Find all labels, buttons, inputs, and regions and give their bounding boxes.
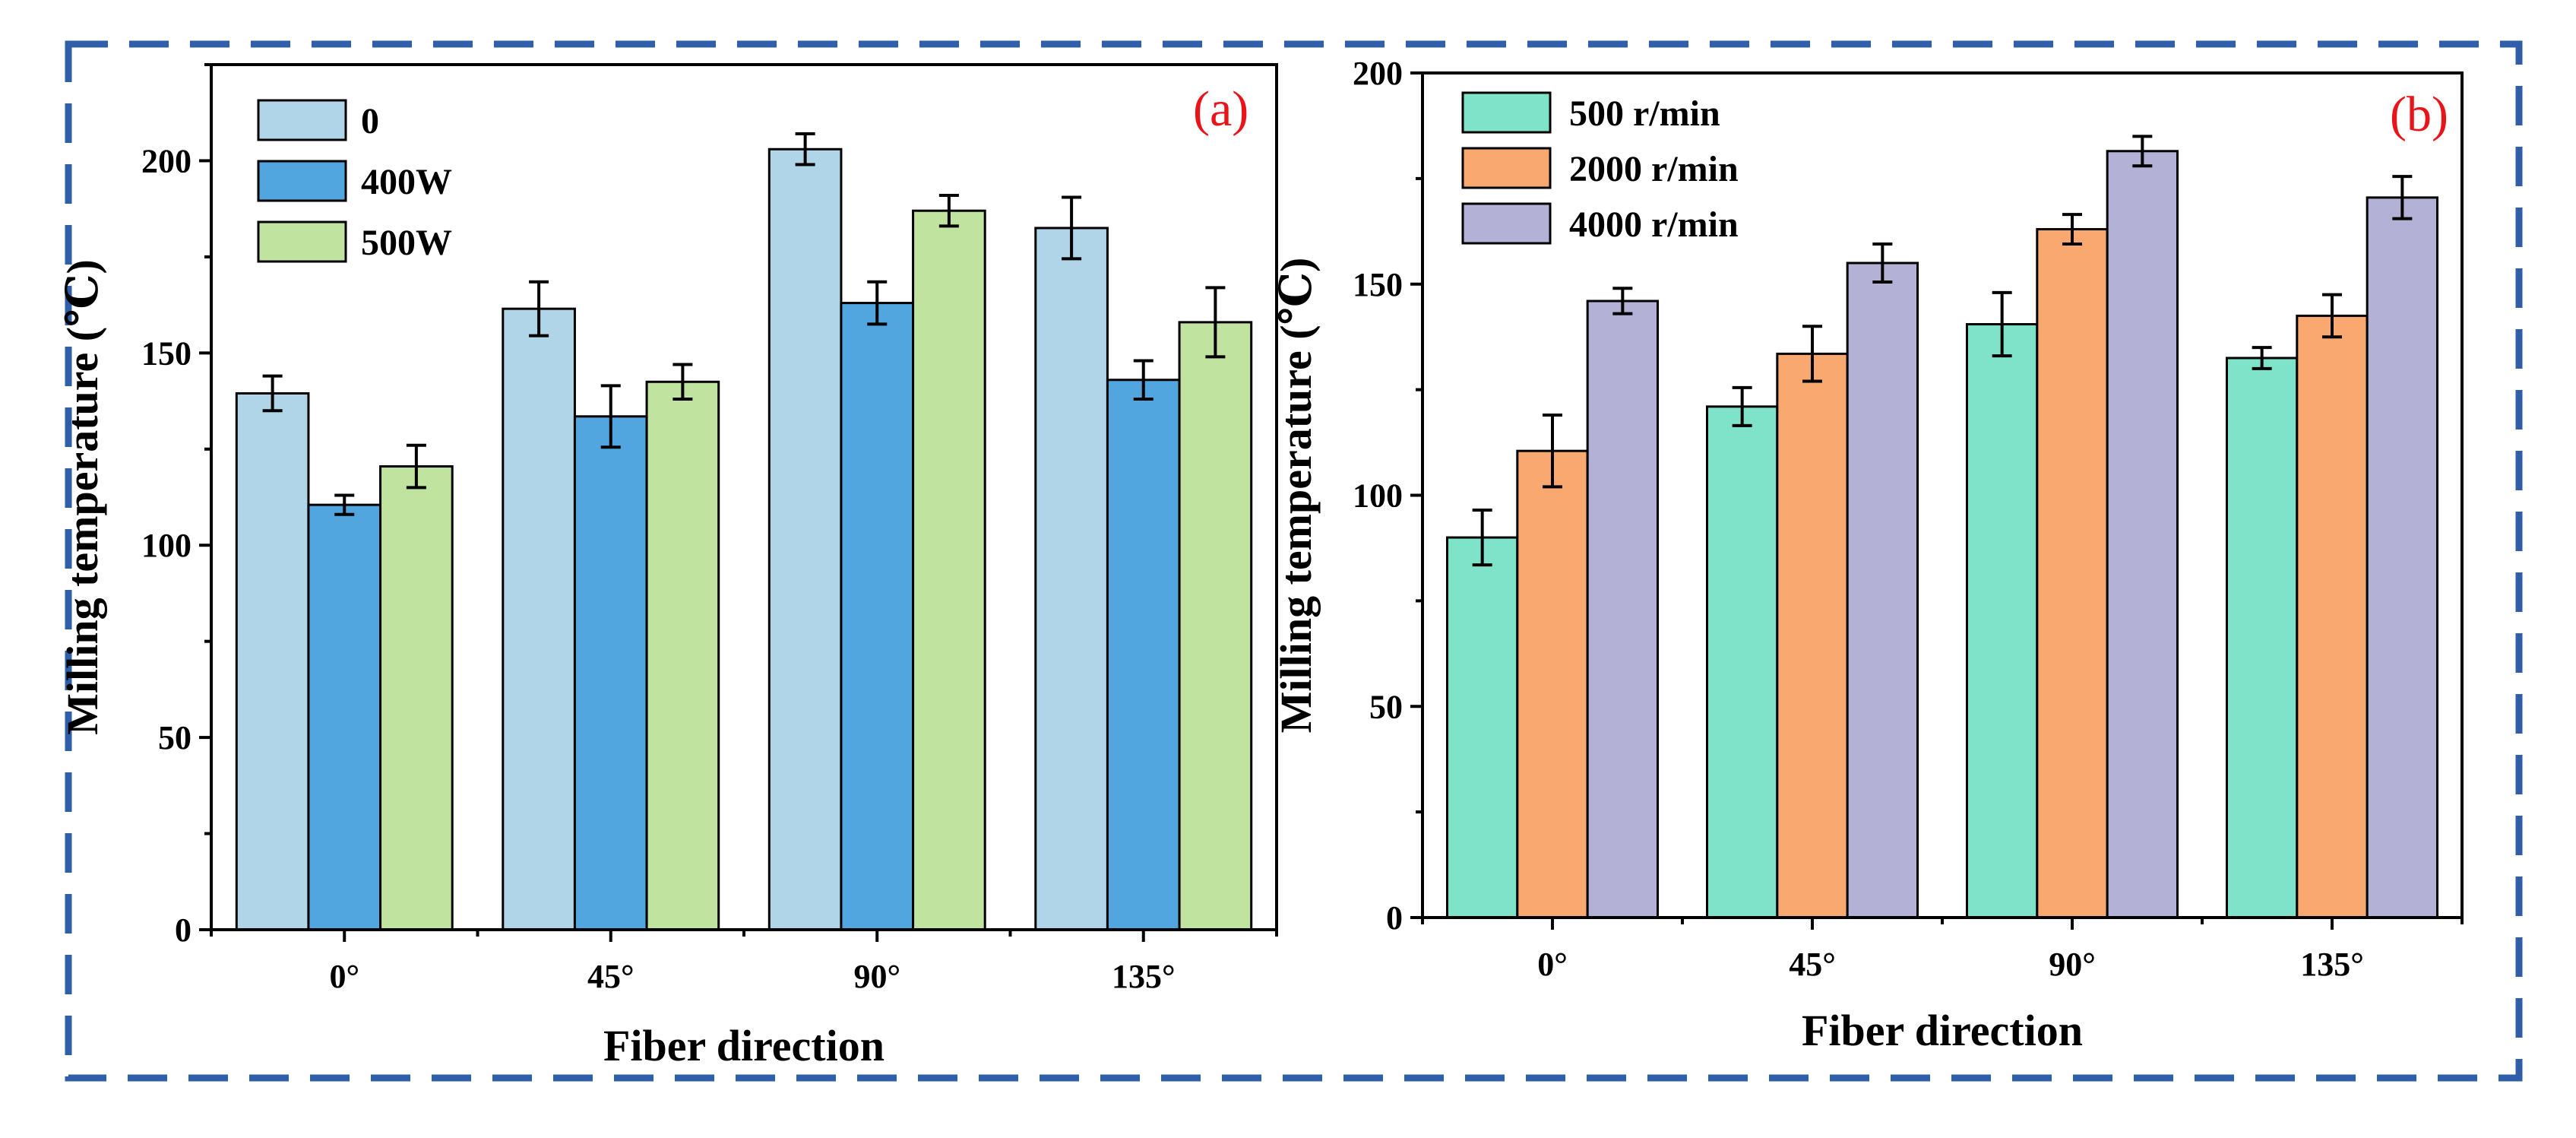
panel-a-legend-swatch — [257, 220, 347, 263]
panel-a-y-axis-title: Milling temperature (℃) — [58, 259, 107, 735]
panel-a-error-bar — [1205, 286, 1226, 359]
panel-a-legend-label: 500W — [361, 223, 452, 263]
panel-a-bar — [235, 391, 310, 931]
panel-b-legend: 500 r/min 2000 r/min 4000 r/min — [1461, 91, 1739, 245]
panel-b-bar — [2296, 314, 2369, 919]
panel-a-bar — [840, 302, 915, 931]
panel-a-label: (a) — [1193, 81, 1248, 137]
panel-b-label: (b) — [2390, 87, 2448, 142]
panel-b-x-tick-label: 0° — [1537, 946, 1568, 983]
panel-b-y-tick-label: 0 — [1386, 899, 1403, 937]
panel-a-error-bar — [1133, 359, 1154, 401]
panel-b-error-bar — [2132, 135, 2153, 168]
panel-b-legend-label: 500 r/min — [1569, 94, 1720, 134]
panel-a-bar — [912, 209, 986, 931]
panel-a-x-tick-label: 135° — [1112, 958, 1176, 995]
panel-b-error-bar — [1612, 287, 1633, 315]
panel-b-y-tick-label: 200 — [1353, 55, 1403, 92]
panel-a-legend-label: 400W — [361, 162, 452, 202]
panel-a-bar — [1106, 379, 1181, 931]
panel-a-error-bar — [529, 280, 549, 338]
panel-a-error-bar — [672, 363, 693, 401]
panel-a-legend-swatch — [257, 160, 347, 202]
panel-a-y-tick-label: 100 — [141, 527, 191, 564]
panel-a-error-bar — [938, 193, 959, 228]
panel-a-error-bar — [1062, 195, 1082, 261]
panel-b-bar — [1776, 352, 1849, 919]
panel-b-error-bar — [1543, 413, 1562, 489]
panel-b-legend-swatch — [1461, 202, 1552, 245]
panel-b-legend-swatch — [1461, 147, 1552, 189]
panel-a-legend: 0 400W 500W — [257, 99, 452, 263]
panel-b-error-bar — [2252, 346, 2272, 370]
panel-b-y-axis-title: Milling temperature (℃) — [1271, 258, 1321, 734]
panel-b-bar — [2366, 196, 2439, 919]
panel-b-error-bar — [1472, 508, 1492, 567]
panel-b-x-tick-label: 90° — [2049, 946, 2096, 983]
panel-a-error-bar — [867, 280, 888, 326]
panel-b-bar — [1965, 323, 2039, 919]
panel-a-y-tick-label: 150 — [141, 334, 191, 372]
panel-a-bar — [379, 465, 454, 931]
panel-b-error-bar — [1732, 385, 1752, 427]
panel-a: (a) 0 50 100 150 200 0° 45° 90° 135° Milling temp… — [58, 63, 1278, 1070]
panel-b-error-bar — [1992, 290, 2012, 358]
panel-a-legend-swatch — [257, 99, 347, 141]
panel-a-x-tick-label: 0° — [329, 958, 359, 995]
panel-a-error-bar — [262, 374, 283, 413]
panel-a-x-tick-label: 45° — [587, 958, 635, 995]
panel-a-bar — [645, 380, 720, 931]
panel-a-bar — [502, 307, 576, 931]
panel-a-bar — [573, 415, 648, 931]
panel-a-error-bar — [795, 132, 815, 166]
panel-b-bar — [1586, 300, 1660, 919]
panel-b-bar — [2106, 150, 2179, 919]
panel-a-bar — [1034, 227, 1109, 931]
dashed-frame-border — [65, 40, 2523, 1082]
panel-a-bar — [1178, 321, 1253, 931]
panel-b-legend-label: 2000 r/min — [1569, 149, 1739, 189]
panel-b-error-bar — [1802, 325, 1822, 383]
panel-b-bar — [2036, 228, 2109, 919]
panel-b-x-tick-label: 45° — [1789, 946, 1836, 983]
panel-b-legend-swatch — [1461, 91, 1552, 134]
panel-b-y-tick-label: 150 — [1353, 266, 1403, 303]
panel-b-error-bar — [1872, 242, 1893, 284]
panel-a-error-bar — [334, 493, 355, 516]
panel-a-bar — [767, 147, 843, 931]
panel-a-y-tick-label: 50 — [158, 719, 191, 756]
panel-b-bar — [2225, 357, 2299, 919]
panel-b-error-bar — [2322, 293, 2342, 339]
panel-b-bar — [1445, 536, 1519, 919]
panel-b-x-axis-title: Fiber direction — [1802, 1006, 2083, 1055]
panel-a-error-bar — [600, 384, 621, 449]
panel-b-y-tick-label: 50 — [1369, 688, 1403, 725]
panel-b-error-bar — [2062, 213, 2082, 246]
panel-b-bar — [1516, 449, 1589, 919]
panel-a-y-tick-label: 200 — [141, 142, 191, 179]
panel-a-bar — [307, 503, 382, 931]
panel-b-legend-label: 4000 r/min — [1569, 204, 1739, 245]
panel-b-y-tick-label: 100 — [1353, 477, 1403, 515]
panel-a-legend-label: 0 — [361, 101, 379, 141]
panel-a-y-tick-label: 0 — [175, 911, 191, 949]
panel-b-bar — [1846, 262, 1919, 919]
panel-b: (b) 0 50 100 150 200 0° 45° 90° 135° Milling temp… — [1271, 55, 2464, 1055]
panel-b-bar — [1705, 405, 1779, 919]
panel-a-x-axis-title: Fiber direction — [603, 1021, 885, 1070]
panel-a-error-bar — [406, 443, 426, 490]
panel-b-x-tick-label: 135° — [2300, 946, 2364, 983]
panel-b-error-bar — [2392, 175, 2413, 220]
panel-a-x-tick-label: 90° — [853, 958, 900, 995]
